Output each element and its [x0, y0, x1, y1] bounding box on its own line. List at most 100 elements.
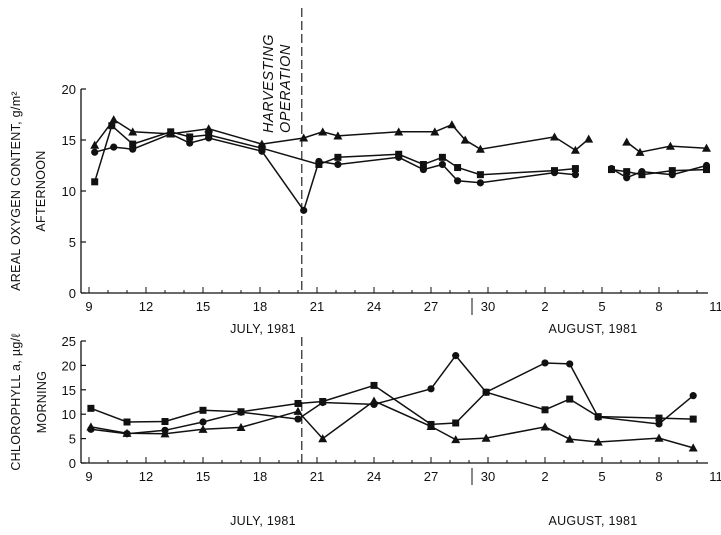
data-point-circle — [638, 168, 646, 176]
data-point-circle — [91, 148, 99, 156]
data-point-square — [438, 153, 446, 161]
data-point-triangle — [550, 132, 559, 141]
data-point-circle — [395, 153, 403, 161]
data-point-square — [108, 122, 116, 130]
data-point-square — [571, 165, 579, 173]
data-point-circle — [566, 360, 574, 368]
x-tick-label: 12 — [139, 299, 153, 314]
y-axis-subtitle: MORNING — [35, 371, 49, 434]
harvest-annotation: HARVESTING OPERATION — [261, 34, 294, 133]
data-point-square — [123, 418, 131, 426]
data-point-circle — [110, 143, 118, 151]
series-line-triangle — [626, 141, 707, 154]
data-point-triangle — [593, 437, 603, 446]
y-tick-label: 20 — [62, 82, 76, 97]
x-tick-label: 15 — [196, 299, 210, 314]
x-tick-label: 8 — [655, 469, 662, 484]
x-tick-label: 9 — [85, 299, 92, 314]
data-point-triangle — [688, 443, 698, 452]
x-tick-label: 21 — [310, 469, 324, 484]
data-point-square — [419, 160, 427, 168]
data-point-triangle — [236, 422, 246, 431]
y-tick-label: 15 — [62, 133, 76, 148]
data-point-triangle — [570, 145, 580, 154]
month-label: JULY, 1981 — [230, 322, 296, 336]
month-label: AUGUST, 1981 — [548, 514, 637, 528]
data-point-square — [161, 418, 169, 426]
data-point-circle — [205, 134, 213, 142]
data-point-square — [623, 168, 631, 176]
x-tick-label: 18 — [253, 469, 267, 484]
data-point-triangle — [293, 406, 303, 415]
harvest-label-line2: OPERATION — [278, 44, 294, 133]
data-point-triangle — [160, 429, 170, 438]
y-tick-label: 20 — [62, 358, 76, 373]
y-tick-label: 5 — [69, 235, 76, 250]
y-tick-label: 10 — [62, 407, 76, 422]
data-point-circle — [427, 385, 435, 393]
x-tick-label: 8 — [655, 299, 662, 314]
month-label: JULY, 1981 — [230, 514, 296, 528]
data-point-circle — [300, 206, 308, 214]
data-point-square — [566, 395, 574, 403]
data-point-triangle — [318, 127, 328, 136]
data-point-triangle — [447, 120, 457, 129]
data-point-triangle — [109, 115, 119, 124]
data-point-circle — [315, 157, 323, 166]
data-point-square — [689, 415, 697, 423]
data-point-triangle — [635, 147, 645, 156]
x-tick-label: 27 — [424, 469, 438, 484]
data-point-triangle — [204, 124, 214, 133]
y-tick-label: 10 — [62, 184, 76, 199]
data-point-circle — [186, 139, 194, 147]
data-point-square — [594, 413, 602, 421]
x-tick-label: 2 — [541, 469, 548, 484]
data-point-circle — [258, 147, 266, 155]
series-line-square — [90, 384, 694, 426]
data-point-triangle — [333, 131, 343, 140]
data-point-triangle — [318, 434, 328, 443]
data-point-circle — [476, 179, 484, 187]
x-tick-label: 11 — [709, 299, 721, 314]
data-point-circle — [550, 169, 559, 177]
data-point-square — [703, 166, 710, 174]
data-point-triangle — [475, 144, 485, 153]
x-tick-label: 24 — [367, 299, 381, 314]
series-line-triangle — [90, 400, 694, 449]
y-axis-title: AREAL OXYGEN CONTENT, g/m² — [9, 91, 23, 291]
data-point-circle — [438, 160, 446, 169]
data-point-triangle — [702, 143, 711, 152]
x-tick-label: 9 — [85, 469, 92, 484]
data-point-square — [655, 414, 663, 422]
bottom-panel: 05101520259121518212427302581114JULY, 19… — [9, 333, 721, 528]
data-point-square — [87, 404, 95, 412]
y-tick-label: 5 — [69, 432, 76, 447]
data-point-circle — [199, 418, 207, 426]
data-point-triangle — [565, 434, 575, 443]
data-point-triangle — [90, 140, 100, 149]
x-tick-label: 5 — [598, 469, 605, 484]
data-point-circle — [541, 359, 549, 367]
data-point-square — [319, 398, 327, 406]
data-point-circle — [689, 392, 697, 400]
data-point-triangle — [430, 127, 440, 136]
data-point-triangle — [460, 135, 470, 144]
data-point-triangle — [665, 141, 675, 150]
y-tick-label: 0 — [69, 456, 76, 471]
data-point-square — [541, 406, 549, 414]
data-point-triangle — [654, 433, 664, 442]
data-point-triangle — [198, 424, 208, 433]
data-point-square — [199, 406, 207, 414]
y-tick-label: 25 — [62, 334, 76, 349]
data-point-circle — [129, 145, 137, 153]
data-point-triangle — [481, 433, 491, 442]
y-axis-title: CHLOROPHYLL a, µg/ℓ — [9, 333, 23, 470]
data-point-square — [452, 419, 460, 427]
x-tick-label: 30 — [481, 299, 495, 314]
series-line-circle — [90, 354, 694, 435]
data-point-square — [482, 388, 490, 396]
data-point-circle — [668, 171, 676, 179]
x-tick-label: 21 — [310, 299, 324, 314]
data-point-circle — [607, 164, 616, 173]
harvest-label-line1: HARVESTING — [261, 34, 277, 133]
